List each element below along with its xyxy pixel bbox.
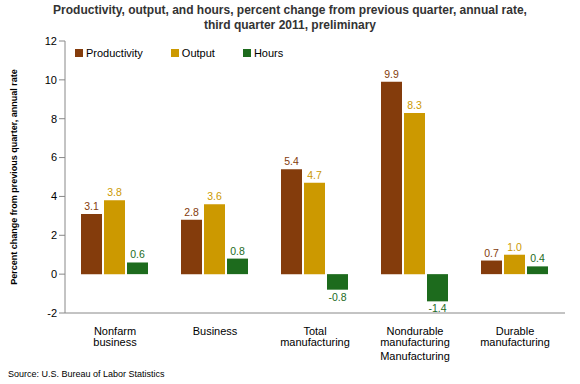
svg-text:3.8: 3.8	[107, 186, 122, 198]
svg-text:4.7: 4.7	[307, 169, 322, 181]
svg-text:0.8: 0.8	[230, 245, 245, 257]
svg-text:0.4: 0.4	[530, 252, 545, 264]
svg-text:3.1: 3.1	[84, 200, 99, 212]
svg-text:4: 4	[51, 190, 57, 202]
svg-text:5.4: 5.4	[284, 155, 299, 167]
svg-text:12: 12	[45, 35, 57, 47]
svg-text:10: 10	[45, 74, 57, 86]
svg-text:Percent change from previous q: Percent change from previous quarter, an…	[9, 69, 19, 285]
html-text:Hours: Hours	[253, 47, 284, 59]
html-text:Output: Output	[181, 47, 215, 59]
svg-text:3.6: 3.6	[207, 190, 222, 202]
svg-text:-1.4: -1.4	[428, 302, 446, 314]
svg-text:8: 8	[51, 113, 57, 125]
html-text:Manufacturing: Manufacturing	[380, 350, 450, 362]
svg-text:Nonfarmbusiness: Nonfarmbusiness	[93, 325, 137, 348]
svg-text:9.9: 9.9	[384, 68, 399, 80]
svg-text:0.7: 0.7	[484, 247, 499, 259]
svg-text:Business: Business	[193, 325, 238, 337]
svg-text:Totalmanufacturing: Totalmanufacturing	[280, 325, 350, 348]
svg-text:0.6: 0.6	[130, 248, 145, 260]
html-text:Productivity: Productivity	[86, 47, 143, 59]
svg-text:2.8: 2.8	[184, 206, 199, 218]
svg-text:8.3: 8.3	[407, 99, 422, 111]
svg-text:1.0: 1.0	[507, 241, 522, 253]
html-text:Productivity, output, and hour: Productivity, output, and hours, percent…	[53, 3, 527, 32]
svg-text:Durablemanufacturing: Durablemanufacturing	[480, 325, 550, 348]
svg-text:-2: -2	[47, 307, 57, 319]
svg-text:-0.8: -0.8	[328, 291, 346, 303]
svg-text:Nondurablemanufacturing: Nondurablemanufacturing	[380, 325, 450, 348]
svg-text:6: 6	[51, 151, 57, 163]
html-text:Source: U.S. Bureau of Labor S: Source: U.S. Bureau of Labor Statistics	[8, 369, 165, 379]
svg-text:0: 0	[51, 268, 57, 280]
svg-text:2: 2	[51, 229, 57, 241]
